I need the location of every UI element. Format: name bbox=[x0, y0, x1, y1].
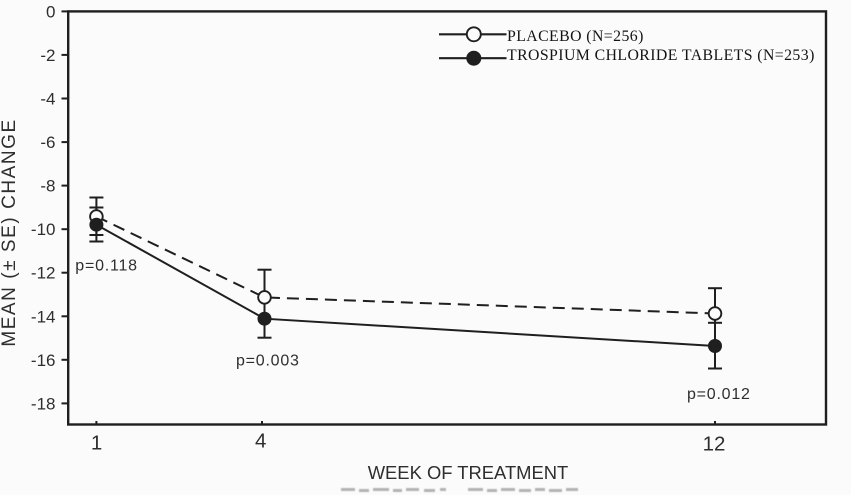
svg-text:-4: -4 bbox=[40, 90, 55, 109]
svg-text:-2: -2 bbox=[40, 46, 55, 65]
svg-text:-12: -12 bbox=[31, 264, 56, 283]
svg-text:-14: -14 bbox=[31, 307, 56, 326]
svg-text:-16: -16 bbox=[31, 351, 56, 370]
svg-text:p=0.003: p=0.003 bbox=[236, 353, 300, 370]
svg-text:-10: -10 bbox=[31, 220, 56, 239]
svg-text:p=0.118: p=0.118 bbox=[75, 258, 137, 275]
svg-text:TROSPIUM CHLORIDE TABLETS (N=2: TROSPIUM CHLORIDE TABLETS (N=253) bbox=[507, 47, 815, 64]
svg-text:1: 1 bbox=[91, 432, 102, 455]
svg-text:WEEK OF TREATMENT: WEEK OF TREATMENT bbox=[368, 462, 569, 483]
svg-text:-8: -8 bbox=[40, 177, 55, 196]
svg-text:-18: -18 bbox=[31, 394, 56, 413]
svg-text:PLACEBO (N=256): PLACEBO (N=256) bbox=[507, 28, 644, 45]
svg-text:12: 12 bbox=[703, 433, 726, 456]
svg-text:p=0.012: p=0.012 bbox=[687, 386, 751, 403]
svg-text:MEAN (± SE) CHANGE: MEAN (± SE) CHANGE bbox=[0, 118, 20, 346]
svg-text:-6: -6 bbox=[40, 133, 55, 152]
svg-text:0: 0 bbox=[46, 2, 55, 21]
svg-text:4: 4 bbox=[255, 430, 266, 453]
